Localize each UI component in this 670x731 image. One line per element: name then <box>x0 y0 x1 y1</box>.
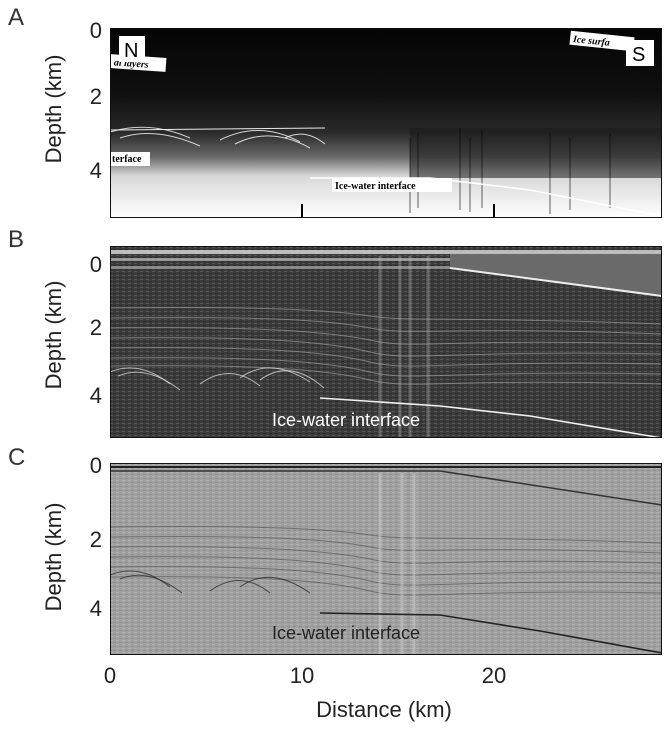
panel-a-label-interface: Ice-water interface <box>335 181 416 192</box>
x-axis-label: Distance (km) <box>316 697 452 722</box>
panel-a-label-interface-left: terface <box>112 154 142 165</box>
panel-a-ytick-4: 4 <box>89 158 102 183</box>
panel-b-ytick-2: 2 <box>89 315 102 340</box>
panel-b-layers <box>110 306 662 385</box>
panel-c-hyperbolas <box>110 570 311 594</box>
xtick-20: 20 <box>481 663 507 688</box>
panel-a-label-box-interface <box>332 178 452 192</box>
panel-a-label-icesurf: Ice surfa <box>571 34 610 49</box>
panel-a-label-box-interface-left <box>110 152 150 166</box>
panel-a-ylabel: Depth (km) <box>41 54 66 164</box>
panel-a-ytick-0: 0 <box>89 18 102 43</box>
panel-a-hyperbolas <box>110 126 326 149</box>
panel-a-label-south: S <box>632 44 645 66</box>
panel-b-interface-line <box>319 397 662 438</box>
panel-c-radargram: Ice-water interface <box>110 463 662 655</box>
panel-c-letter: C <box>8 444 26 471</box>
panel-c-ylabel: Depth (km) <box>41 502 66 612</box>
panel-c-ytick-2: 2 <box>89 527 102 552</box>
panel-c-ytick-0: 0 <box>89 453 102 478</box>
panel-b-ytick-4: 4 <box>89 383 102 408</box>
panel-b-letter: B <box>8 226 25 253</box>
panel-b-hyperbolas <box>110 367 325 391</box>
panel-a-radargram: al layers terface Ice-water interface Ic… <box>110 28 662 218</box>
panel-c-label-interface: Ice-water interface <box>272 623 420 643</box>
panel-b-label-interface: Ice-water interface <box>272 410 420 430</box>
panel-c-layers <box>110 525 662 596</box>
panel-a-label-box-icesurf <box>569 30 635 52</box>
panel-a-ytick-2: 2 <box>89 84 102 109</box>
panel-b-radargram: Ice-water interface <box>110 246 662 438</box>
xtick-0: 0 <box>103 663 117 688</box>
panel-c-interface-line <box>319 612 662 654</box>
panel-b-ytick-0: 0 <box>89 252 102 277</box>
panel-b-ylabel: Depth (km) <box>41 280 66 390</box>
xtick-10: 10 <box>289 663 315 688</box>
panel-c-background <box>110 463 662 655</box>
panel-c-ytick-4: 4 <box>89 596 102 621</box>
panel-a-letter: A <box>8 4 25 31</box>
panel-a-label-north: N <box>124 40 138 62</box>
